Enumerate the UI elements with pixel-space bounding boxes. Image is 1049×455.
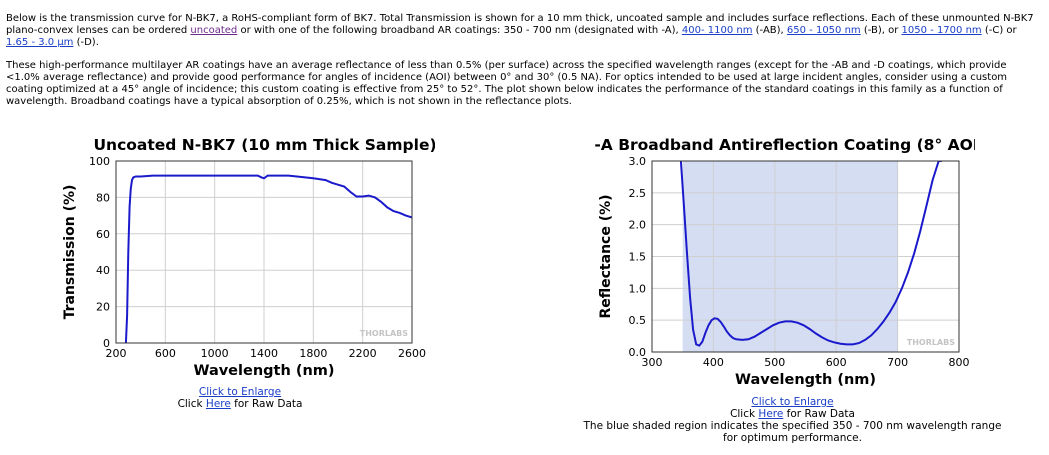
y-tick-label: 1.5 (629, 251, 647, 264)
left-raw-prefix: Click (177, 398, 206, 410)
y-tick-label: 2.0 (629, 219, 647, 232)
link-uncoated[interactable]: uncoated (190, 25, 238, 36)
left-enlarge-link[interactable]: Click to Enlarge (198, 386, 282, 398)
y-axis-label: Transmission (%) (62, 185, 78, 320)
reflectance-plot[interactable]: 300 400 500 600 700 800 0.0 0.5 1.0 1.5 2.0 2.5 3.0 T… (590, 133, 985, 399)
right-raw-suffix: for Raw Data (783, 408, 855, 420)
x-tick-label: 700 (887, 356, 908, 369)
y-tick-label: 40 (96, 264, 110, 277)
x-tick-label: 2600 (398, 347, 426, 360)
data-series-line (679, 161, 942, 347)
x-axis-label: Wavelength (nm) (735, 372, 876, 388)
right-enlarge-link[interactable]: Click to Enlarge (751, 396, 834, 408)
intro-text-segment: (-B), or (860, 25, 902, 36)
shaded-region-note: The blue shaded region indicates the spe… (583, 420, 1002, 432)
y-tick-label: 1.0 (629, 282, 647, 295)
y-tick-label: 20 (96, 301, 110, 314)
x-tick-label: 300 (642, 356, 663, 369)
y-tick-label: 0.5 (629, 314, 647, 327)
x-tick-label: 600 (155, 347, 176, 360)
x-tick-label: 600 (826, 356, 847, 369)
y-tick-label: 60 (96, 228, 110, 241)
plot-frame (651, 160, 960, 353)
x-tick-label: 800 (949, 356, 970, 369)
y-axis-label: Reflectance (%) (598, 194, 614, 318)
data-series-line (124, 174, 412, 343)
transmission-chart: 200 600 1000 1400 1800 2200 2600 0 20 40 60 80 100 TH… (62, 136, 437, 379)
right-raw-prefix: Click (730, 408, 759, 420)
intro-text-segment: (-AB), (752, 25, 787, 36)
x-axis-label: Wavelength (nm) (193, 363, 334, 379)
y-tick-label: 0 (103, 337, 110, 350)
link-d-coating[interactable]: 1.65 - 3.0 µm (6, 37, 74, 48)
intro-text: Below is the transmission curve for N-BK… (6, 13, 1036, 119)
y-tick-label: 100 (89, 155, 110, 168)
left-raw-suffix: for Raw Data (230, 398, 303, 410)
y-tick-label: 80 (96, 191, 110, 204)
x-tick-label: 1800 (299, 347, 327, 360)
link-c-coating[interactable]: 1050 - 1700 nm (901, 25, 982, 36)
reflectance-chart: 300 400 500 600 700 800 0.0 0.5 1.0 1.5 2.0 2.5 3.0 T… (594, 136, 985, 388)
chart-title: -A Broadband Antireflection Coating (8° … (594, 136, 975, 154)
thorlabs-watermark: THORLABS (360, 329, 409, 338)
plot-frame (115, 160, 413, 344)
intro-text-segment: (-D). (73, 37, 99, 48)
right-plot-links: Click to Enlarge Click Here for Raw Data… (580, 396, 1005, 444)
intro-text-segment: Below is the transmission curve for N-BK… (6, 13, 1034, 36)
y-tick-label: 3.0 (629, 155, 647, 168)
x-tick-label: 2200 (349, 347, 377, 360)
left-raw-data-link[interactable]: Here (205, 398, 231, 410)
x-tick-label: 500 (764, 356, 785, 369)
x-tick-label: 1000 (201, 347, 229, 360)
thorlabs-watermark: THORLABS (907, 338, 956, 347)
intro-paragraph-2: These high-performance multilayer AR coa… (6, 60, 1008, 107)
y-tick-label: 2.5 (629, 187, 647, 200)
chart-title: Uncoated N-BK7 (10 mm Thick Sample) (93, 136, 435, 154)
right-raw-data-link[interactable]: Here (758, 408, 784, 420)
shaded-region-note-2: for optimum performance. (723, 432, 862, 444)
link-ab-coating[interactable]: 400- 1100 nm (681, 25, 753, 36)
intro-text-segment: (-C) or (981, 25, 1017, 36)
x-tick-label: 1400 (250, 347, 278, 360)
intro-text-segment: or with one of the following broadband A… (237, 25, 682, 36)
intro-paragraph-1: Below is the transmission curve for N-BK… (6, 13, 1036, 49)
x-tick-label: 200 (106, 347, 127, 360)
x-tick-label: 400 (703, 356, 724, 369)
left-plot-links: Click to Enlarge Click Here for Raw Data (150, 386, 330, 410)
y-tick-label: 0.0 (629, 346, 647, 359)
link-b-coating[interactable]: 650 - 1050 nm (786, 25, 861, 36)
transmission-plot[interactable]: 200 600 1000 1400 1800 2200 2600 0 20 40 60 80 100 TH… (50, 133, 437, 389)
